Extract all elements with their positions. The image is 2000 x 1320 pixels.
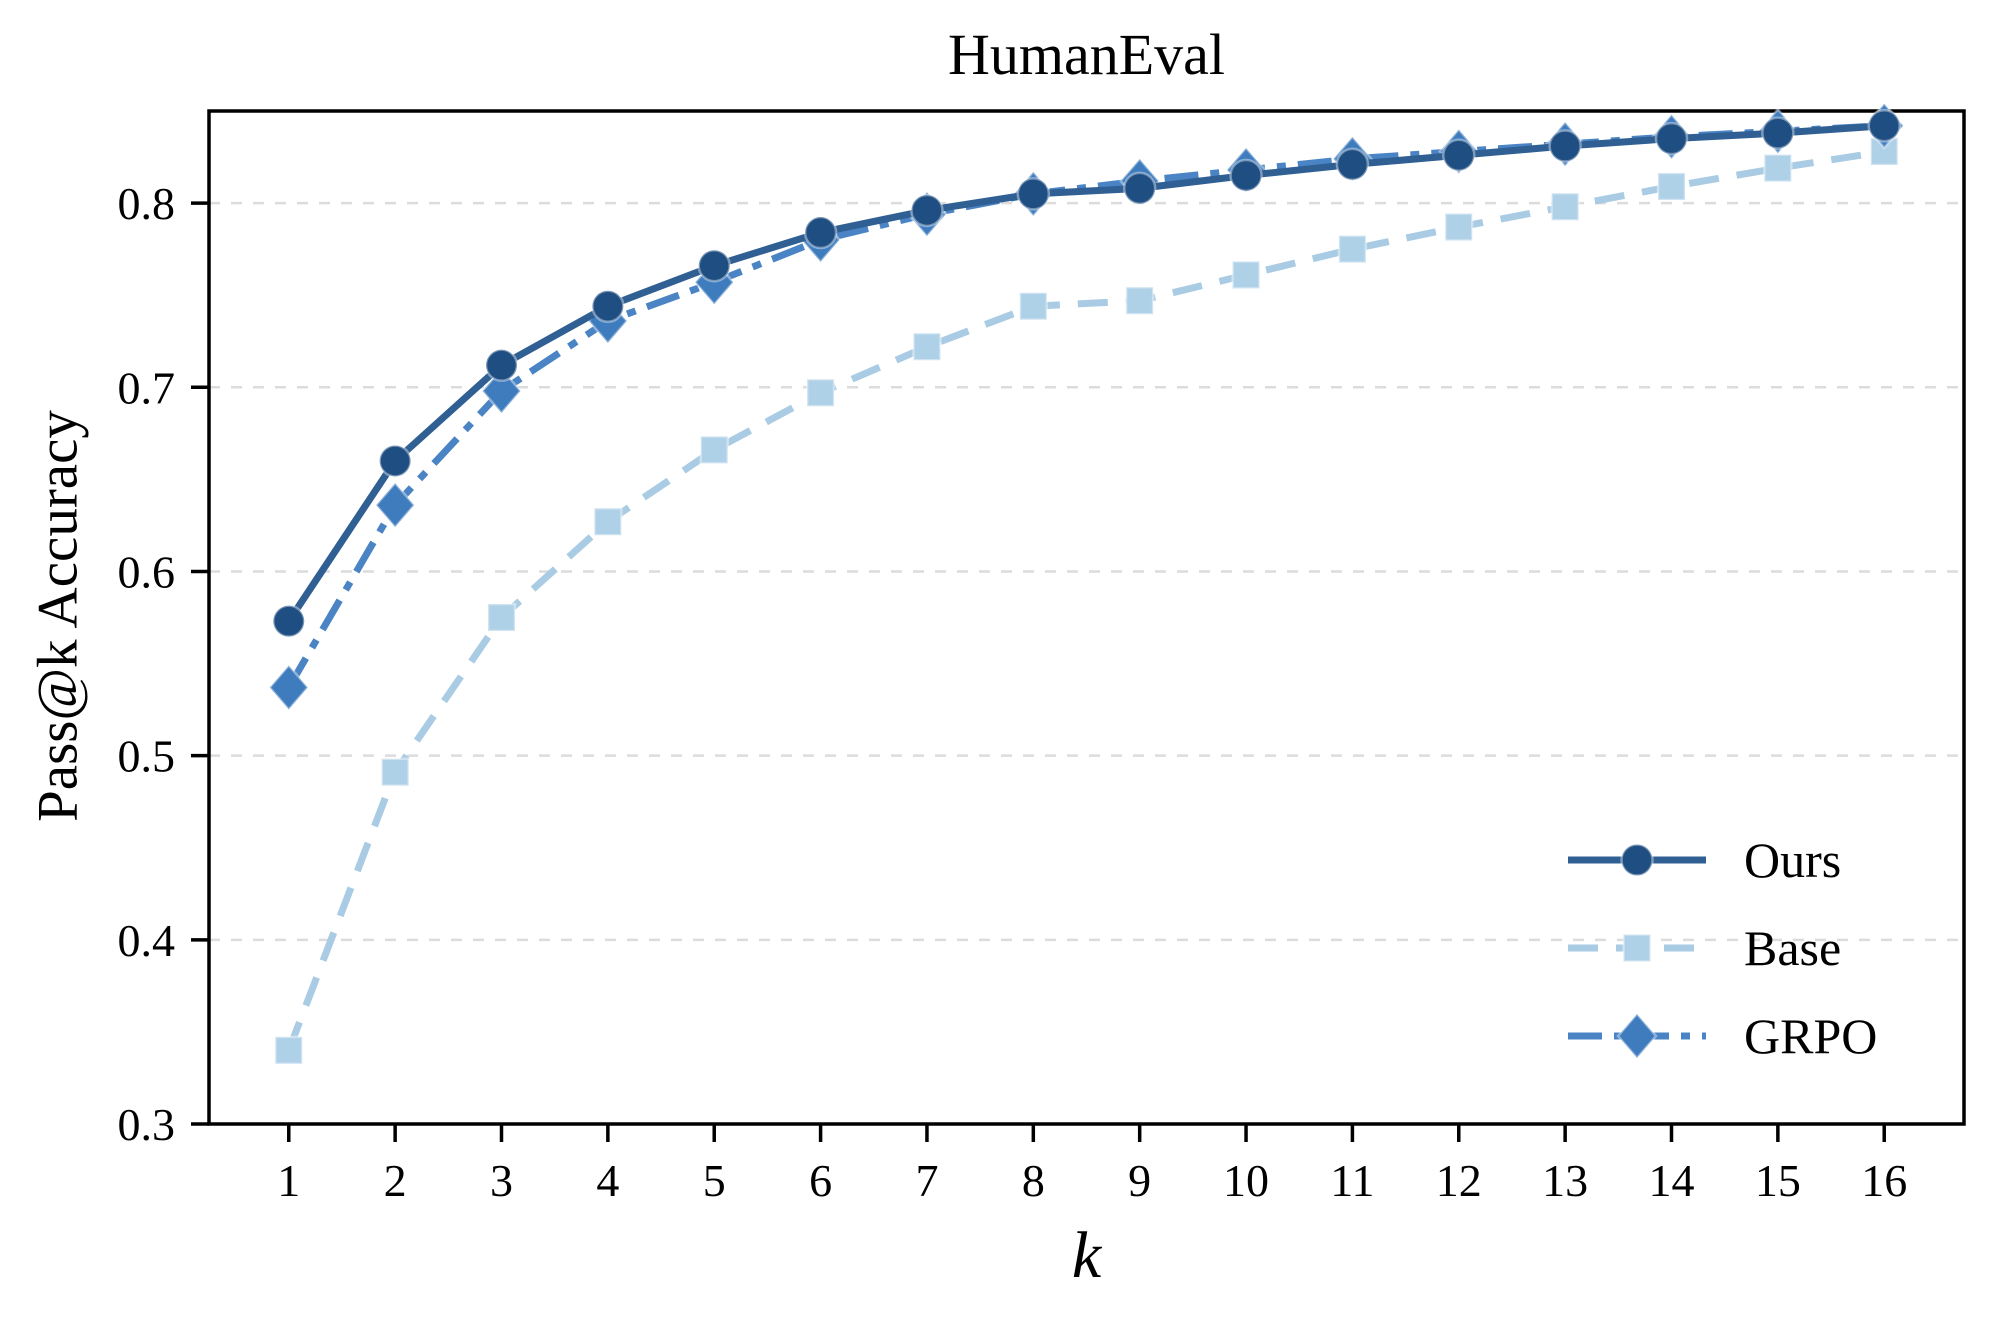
series-marker-ours: [378, 444, 412, 478]
series-marker-base: [1656, 171, 1687, 202]
y-tick-label: 0.7: [118, 362, 176, 413]
legend-sample-marker-grpo: [1616, 1012, 1658, 1060]
legend-label-base: Base: [1744, 920, 1842, 976]
legend-label-ours: Ours: [1744, 832, 1842, 888]
legend-sample-marker-base: [1622, 933, 1652, 963]
series-marker-ours: [1761, 116, 1795, 150]
series-marker-ours: [1548, 129, 1582, 163]
series-marker-ours: [1122, 171, 1157, 206]
series-marker-ours: [272, 604, 306, 638]
x-tick-label: 12: [1436, 1155, 1482, 1206]
chart-title: HumanEval: [947, 22, 1226, 87]
x-tick-label: 3: [490, 1155, 513, 1206]
series-marker-grpo: [374, 481, 416, 530]
series-marker-ours: [697, 248, 731, 283]
x-tick-label: 8: [1022, 1155, 1045, 1206]
series-line-grpo: [285, 122, 1885, 690]
legend-label-grpo: GRPO: [1744, 1008, 1878, 1064]
series-marker-ours: [910, 193, 944, 228]
series-marker-ours: [484, 348, 519, 382]
x-tick-label: 9: [1128, 1155, 1151, 1206]
x-tick-label: 4: [596, 1155, 619, 1206]
series-marker-ours: [591, 289, 625, 323]
x-tick-label: 2: [384, 1155, 407, 1206]
axes-spines: [207, 109, 1966, 1126]
series-marker-ours: [803, 215, 838, 250]
series-marker-grpo: [268, 663, 310, 712]
series-marker-base: [1444, 212, 1474, 242]
series-marker-base: [1763, 153, 1793, 183]
y-tick-label: 0.5: [118, 731, 176, 782]
series-marker-base: [1124, 285, 1155, 316]
series-marker-grpo: [480, 367, 523, 415]
series-marker-ours: [1442, 138, 1476, 172]
series-marker-ours: [1016, 177, 1051, 211]
series-marker-base: [486, 602, 517, 633]
series-marker-base: [1018, 291, 1049, 321]
series-marker-base: [1550, 192, 1580, 222]
x-tick-label: 15: [1755, 1155, 1801, 1206]
series-marker-base: [805, 378, 836, 408]
series-line-ours: [285, 122, 1885, 624]
x-tick-label: 10: [1223, 1155, 1269, 1206]
x-tick-label: 14: [1649, 1155, 1695, 1206]
y-tick-label: 0.3: [118, 1099, 176, 1150]
x-tick-label: 16: [1861, 1155, 1907, 1206]
x-axis-label: k: [1071, 1219, 1102, 1292]
x-tick-label: 13: [1542, 1155, 1588, 1206]
legend-sample-marker-ours: [1620, 843, 1654, 877]
y-tick-label: 0.6: [118, 546, 176, 597]
y-tick-label: 0.4: [118, 915, 176, 966]
series-marker-base: [593, 506, 623, 537]
series-marker-ours: [1229, 158, 1263, 193]
series-marker-ours: [1335, 147, 1370, 182]
series-marker-ours: [1654, 121, 1689, 156]
series-marker-base: [1231, 260, 1261, 290]
series-marker-ours: [1867, 108, 1901, 143]
series-line-base: [285, 148, 1885, 1052]
y-tick-label: 0.8: [118, 178, 176, 229]
series-marker-base: [699, 435, 729, 465]
x-tick-label: 7: [915, 1155, 938, 1206]
x-tick-label: 5: [703, 1155, 726, 1206]
series-marker-base: [1337, 234, 1368, 264]
x-tick-label: 1: [277, 1155, 300, 1206]
series-marker-base: [380, 757, 410, 787]
series-marker-base: [274, 1035, 304, 1066]
x-tick-label: 6: [809, 1155, 832, 1206]
y-axis-label: Pass@k Accuracy: [26, 410, 90, 822]
series-marker-base: [912, 332, 942, 362]
x-tick-label: 11: [1330, 1155, 1374, 1206]
